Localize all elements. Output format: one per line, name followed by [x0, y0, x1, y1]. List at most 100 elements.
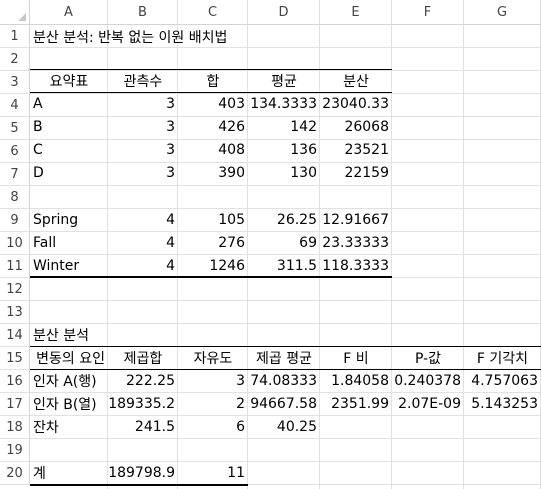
summary-sum[interactable]: 105: [218, 212, 245, 228]
anova-total-df[interactable]: 11: [227, 465, 245, 481]
anova-f[interactable]: 2351.99: [331, 396, 389, 412]
anova-ms[interactable]: 74.08333: [250, 373, 317, 389]
summary-count[interactable]: 4: [166, 258, 175, 274]
column-header-c[interactable]: C: [178, 0, 248, 25]
anova-source-label[interactable]: 잔차: [33, 420, 59, 436]
row-header-4[interactable]: 4: [0, 94, 30, 117]
summary-row-label[interactable]: B: [33, 119, 43, 135]
anova-total-ss[interactable]: 189798.9: [108, 465, 175, 481]
summary-variance[interactable]: 118.3333: [322, 258, 389, 274]
row-header-13[interactable]: 13: [0, 301, 30, 324]
summary-sum[interactable]: 408: [218, 142, 245, 158]
summary-row-label[interactable]: Fall: [33, 235, 57, 251]
anova-df[interactable]: 2: [236, 396, 245, 412]
summary-variance[interactable]: 23.33333: [322, 235, 389, 251]
summary-mean[interactable]: 136: [290, 142, 317, 158]
summary-variance[interactable]: 23040.33: [322, 96, 389, 112]
summary-mean[interactable]: 69: [299, 235, 317, 251]
row-header-12[interactable]: 12: [0, 278, 30, 301]
anova-header-cell[interactable]: 변동의 요인: [30, 347, 108, 369]
anova-header-cell[interactable]: 자유도: [193, 351, 233, 367]
anova-df[interactable]: 6: [236, 419, 245, 435]
summary-count[interactable]: 3: [166, 142, 175, 158]
summary-header-cell[interactable]: 관측수: [123, 74, 163, 90]
summary-sum[interactable]: 426: [218, 119, 245, 135]
summary-count[interactable]: 4: [166, 212, 175, 228]
anova-source-label[interactable]: 인자 B(열): [33, 397, 97, 413]
gridline-horizontal: [30, 461, 541, 462]
row-header-3[interactable]: 3: [0, 71, 30, 94]
summary-header-cell[interactable]: 요약표: [49, 74, 89, 90]
report-title[interactable]: 분산 분석: 반복 없는 이원 배치법: [33, 30, 228, 46]
column-header-d[interactable]: D: [248, 0, 320, 25]
anova-df[interactable]: 3: [236, 373, 245, 389]
column-header-a[interactable]: A: [30, 0, 108, 25]
summary-sum[interactable]: 403: [218, 96, 245, 112]
anova-header-cell[interactable]: 제곱합: [123, 351, 163, 367]
anova-ms[interactable]: 94667.58: [250, 396, 317, 412]
summary-sum[interactable]: 276: [218, 235, 245, 251]
summary-row-label[interactable]: Winter: [33, 258, 80, 274]
row-header-14[interactable]: 14: [0, 324, 30, 347]
anova-fcrit[interactable]: 4.757063: [471, 373, 538, 389]
anova-header-cell[interactable]: F 기각치: [476, 351, 529, 367]
anova-ss[interactable]: 241.5: [134, 419, 175, 435]
anova-header-cell[interactable]: F 비: [343, 351, 369, 367]
row-header-6[interactable]: 6: [0, 140, 30, 163]
row-header-10[interactable]: 10: [0, 232, 30, 255]
anova-p[interactable]: 2.07E-09: [398, 396, 461, 412]
anova-ms[interactable]: 40.25: [276, 419, 317, 435]
summary-row-label[interactable]: A: [33, 96, 43, 112]
anova-total-label[interactable]: 계: [33, 466, 46, 482]
column-header-e[interactable]: E: [320, 0, 392, 25]
row-header-11[interactable]: 11: [0, 255, 30, 278]
row-header-19[interactable]: 19: [0, 439, 30, 462]
row-header-7[interactable]: 7: [0, 163, 30, 186]
anova-header-cell[interactable]: 제곱 평균: [256, 351, 312, 367]
summary-header-cell[interactable]: 분산: [343, 74, 369, 90]
summary-row-label[interactable]: Spring: [33, 212, 79, 228]
row-header-17[interactable]: 17: [0, 393, 30, 416]
summary-header-cell[interactable]: 합: [206, 74, 220, 90]
anova-header-cell[interactable]: P-값: [414, 351, 442, 367]
summary-mean[interactable]: 26.25: [276, 212, 317, 228]
anova-source-label[interactable]: 인자 A(행): [33, 374, 97, 390]
summary-variance[interactable]: 22159: [344, 165, 389, 181]
column-header-g[interactable]: G: [464, 0, 541, 25]
column-header-b[interactable]: B: [108, 0, 178, 25]
anova-ss[interactable]: 222.25: [126, 373, 175, 389]
column-header-f[interactable]: F: [392, 0, 464, 25]
anova-label[interactable]: 분산 분석: [33, 328, 89, 344]
summary-count[interactable]: 4: [166, 235, 175, 251]
anova-ss[interactable]: 189335.2: [108, 396, 175, 412]
row-header-20[interactable]: 20: [0, 462, 30, 485]
anova-p[interactable]: 0.240378: [394, 373, 461, 389]
summary-sum[interactable]: 390: [218, 165, 245, 181]
summary-count[interactable]: 3: [166, 119, 175, 135]
summary-row-label[interactable]: C: [33, 142, 43, 158]
summary-count[interactable]: 3: [166, 96, 175, 112]
select-all-corner[interactable]: [0, 0, 30, 25]
row-header-2[interactable]: 2: [0, 48, 30, 71]
row-header-16[interactable]: 16: [0, 370, 30, 393]
row-header-18[interactable]: 18: [0, 416, 30, 439]
row-header-1[interactable]: 1: [0, 25, 30, 48]
anova-f[interactable]: 1.84058: [331, 373, 389, 389]
row-header-5[interactable]: 5: [0, 117, 30, 140]
summary-variance[interactable]: 26068: [344, 119, 389, 135]
summary-variance[interactable]: 23521: [344, 142, 389, 158]
summary-header-cell[interactable]: 평균: [271, 74, 297, 90]
anova-fcrit[interactable]: 5.143253: [471, 396, 538, 412]
summary-sum[interactable]: 1246: [209, 258, 245, 274]
summary-mean[interactable]: 311.5: [276, 258, 317, 274]
row-header-8[interactable]: 8: [0, 186, 30, 209]
summary-mean[interactable]: 130: [290, 165, 317, 181]
row-header-9[interactable]: 9: [0, 209, 30, 232]
summary-mean[interactable]: 142: [290, 119, 317, 135]
gridline-horizontal: [30, 93, 541, 94]
summary-mean[interactable]: 134.3333: [250, 96, 317, 112]
summary-variance[interactable]: 12.91667: [322, 212, 389, 228]
row-header-15[interactable]: 15: [0, 347, 30, 370]
summary-row-label[interactable]: D: [33, 165, 44, 181]
summary-count[interactable]: 3: [166, 165, 175, 181]
